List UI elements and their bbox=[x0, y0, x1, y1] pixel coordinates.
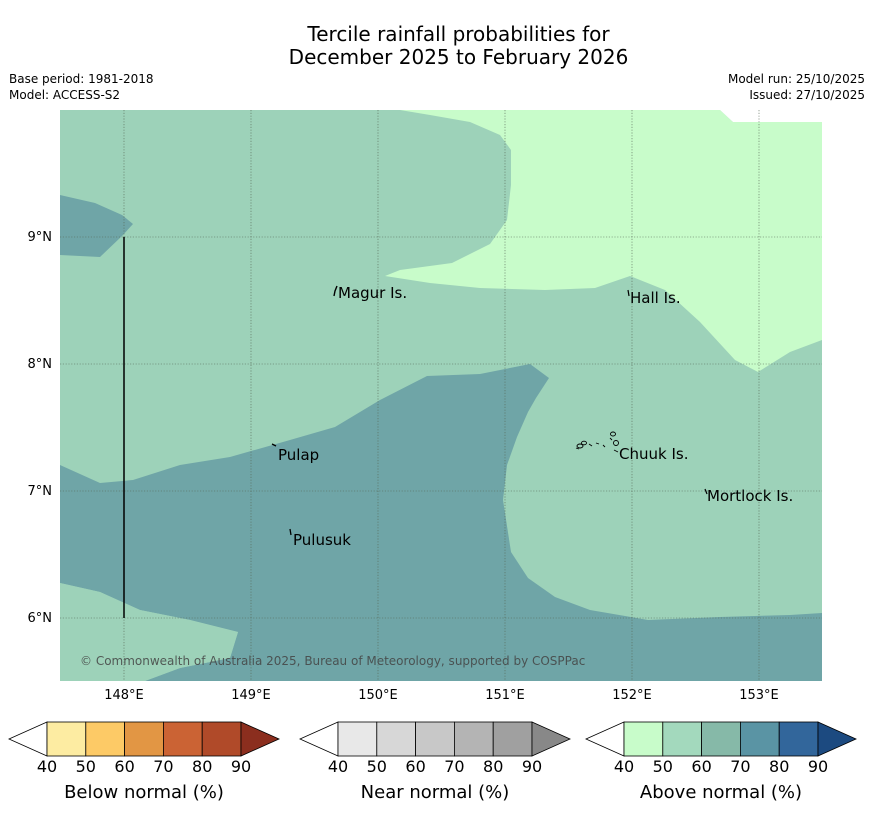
colorbar-above-tick-90: 90 bbox=[808, 757, 828, 776]
colorbar-near-bin-60-70 bbox=[415, 721, 455, 757]
island-hall bbox=[627, 289, 630, 297]
place-label-chuuk: Chuuk Is. bbox=[619, 445, 688, 463]
colorbar-below-bin-50-60 bbox=[85, 721, 126, 757]
lon-tick-151e: 151°E bbox=[485, 688, 525, 703]
place-label-magur: Magur Is. bbox=[338, 284, 407, 302]
colorbar-near-tick-60: 60 bbox=[405, 757, 425, 776]
meta-right: Model run: 25/10/2025 Issued: 27/10/2025 bbox=[728, 71, 865, 103]
colorbar-near-high-triangle bbox=[531, 721, 571, 757]
colorbar-near-bin-70-80 bbox=[453, 721, 494, 757]
colorbar-below-tick-40: 40 bbox=[37, 757, 57, 776]
lon-tick-150e: 150°E bbox=[358, 688, 398, 703]
colorbar-below-tick-60: 60 bbox=[114, 757, 134, 776]
meta-left: Base period: 1981-2018 Model: ACCESS-S2 bbox=[9, 71, 154, 103]
island-mortlock bbox=[704, 488, 708, 495]
lat-tick-9n: 9°N bbox=[28, 230, 53, 245]
issued-text: Issued: 27/10/2025 bbox=[749, 88, 865, 102]
colorbar-below-low-triangle bbox=[8, 721, 48, 757]
colorbar-above-bin-60-70 bbox=[701, 721, 741, 757]
lon-tick-153e: 153°E bbox=[739, 688, 779, 703]
colorbar-near-tick-90: 90 bbox=[522, 757, 542, 776]
lat-tick-8n: 8°N bbox=[28, 357, 53, 372]
model-run-text: Model run: 25/10/2025 bbox=[727, 72, 865, 86]
island-chuuk-lagoon bbox=[575, 431, 619, 453]
base-period-text: Base period: 1981-2018 bbox=[9, 72, 154, 86]
colorbar-near-low-triangle bbox=[299, 721, 339, 757]
colorbar-below-bin-70-80 bbox=[162, 721, 203, 757]
colorbar-below-bin-80-90 bbox=[201, 721, 242, 757]
map-title-line-1: Tercile rainfall probabilities for bbox=[307, 22, 610, 46]
lon-tick-148e: 148°E bbox=[104, 688, 144, 703]
copyright-text: © Commonwealth of Australia 2025, Bureau… bbox=[80, 654, 585, 668]
colorbar-above-tick-80: 80 bbox=[769, 757, 789, 776]
lat-tick-6n: 6°N bbox=[28, 611, 53, 626]
island-magur bbox=[333, 285, 338, 297]
colorbar-above-bin-80-90 bbox=[778, 721, 819, 757]
colorbar-above-tick-60: 60 bbox=[691, 757, 711, 776]
lat-tick-labels: 9°N 8°N 7°N 6°N bbox=[28, 230, 53, 626]
colorbar-near-tick-70: 70 bbox=[444, 757, 464, 776]
island-pulap bbox=[271, 443, 277, 447]
zone-above-40-50-northeast bbox=[385, 110, 822, 372]
colorbar-below-bin-40-50 bbox=[46, 721, 87, 757]
colorbar-above-label: Above normal (%) bbox=[640, 782, 802, 803]
colorbar-above-bin-70-80 bbox=[740, 721, 780, 757]
colorbar-below-tick-80: 80 bbox=[192, 757, 212, 776]
colorbar-above-bin-50-60 bbox=[662, 721, 702, 757]
island-pulusuk bbox=[289, 528, 292, 536]
zone-above-50-60-southwest bbox=[60, 583, 238, 681]
map-plot-area: Magur Is. Hall Is. Pulap Chuuk Is. Mortl… bbox=[60, 110, 822, 681]
place-label-hall: Hall Is. bbox=[630, 289, 681, 307]
colorbar-below-high-triangle bbox=[240, 721, 280, 757]
colorbar-near-tick-80: 80 bbox=[483, 757, 503, 776]
colorbar-near-label: Near normal (%) bbox=[361, 782, 510, 803]
lon-tick-152e: 152°E bbox=[612, 688, 652, 703]
colorbar-near-bin-40-50 bbox=[337, 721, 378, 757]
colorbar-above-high-triangle bbox=[817, 721, 857, 757]
graticule bbox=[60, 110, 822, 681]
model-text: Model: ACCESS-S2 bbox=[9, 88, 121, 102]
place-label-mortlock: Mortlock Is. bbox=[707, 487, 793, 505]
unshaded-area-top-right bbox=[720, 110, 822, 122]
colorbar-below-bin-60-70 bbox=[124, 721, 164, 757]
colorbar-above-tick-40: 40 bbox=[614, 757, 634, 776]
lat-tick-7n: 7°N bbox=[28, 484, 53, 499]
colorbar-above-normal: 40 50 60 70 80 90 Above normal (%) bbox=[585, 721, 857, 803]
zone-above-60-70-northwest bbox=[60, 195, 133, 257]
place-label-pulusuk: Pulusuk bbox=[293, 531, 351, 549]
colorbar-near-bin-80-90 bbox=[492, 721, 533, 757]
colorbar-near-bin-50-60 bbox=[376, 721, 416, 757]
colorbar-above-tick-50: 50 bbox=[653, 757, 673, 776]
colorbar-near-tick-50: 50 bbox=[367, 757, 387, 776]
lon-tick-labels: 148°E 149°E 150°E 151°E 152°E 153°E bbox=[104, 688, 779, 703]
colorbar-below-normal: 40 50 60 70 80 90 Below normal (%) bbox=[8, 721, 280, 803]
zone-above-60-70-south bbox=[60, 364, 822, 681]
lon-tick-149e: 149°E bbox=[231, 688, 271, 703]
colorbar-near-tick-40: 40 bbox=[328, 757, 348, 776]
colorbar-above-low-triangle bbox=[585, 721, 625, 757]
map-title-line-2: December 2025 to February 2026 bbox=[288, 45, 629, 69]
colorbar-above-bin-40-50 bbox=[623, 721, 664, 757]
colorbar-below-tick-50: 50 bbox=[76, 757, 96, 776]
colorbar-below-label: Below normal (%) bbox=[64, 782, 224, 803]
colorbar-below-tick-90: 90 bbox=[231, 757, 251, 776]
place-label-pulap: Pulap bbox=[278, 446, 319, 464]
colorbar-near-normal: 40 50 60 70 80 90 Near normal (%) bbox=[299, 721, 571, 803]
colorbar-above-tick-70: 70 bbox=[730, 757, 750, 776]
colorbar-below-tick-70: 70 bbox=[153, 757, 173, 776]
